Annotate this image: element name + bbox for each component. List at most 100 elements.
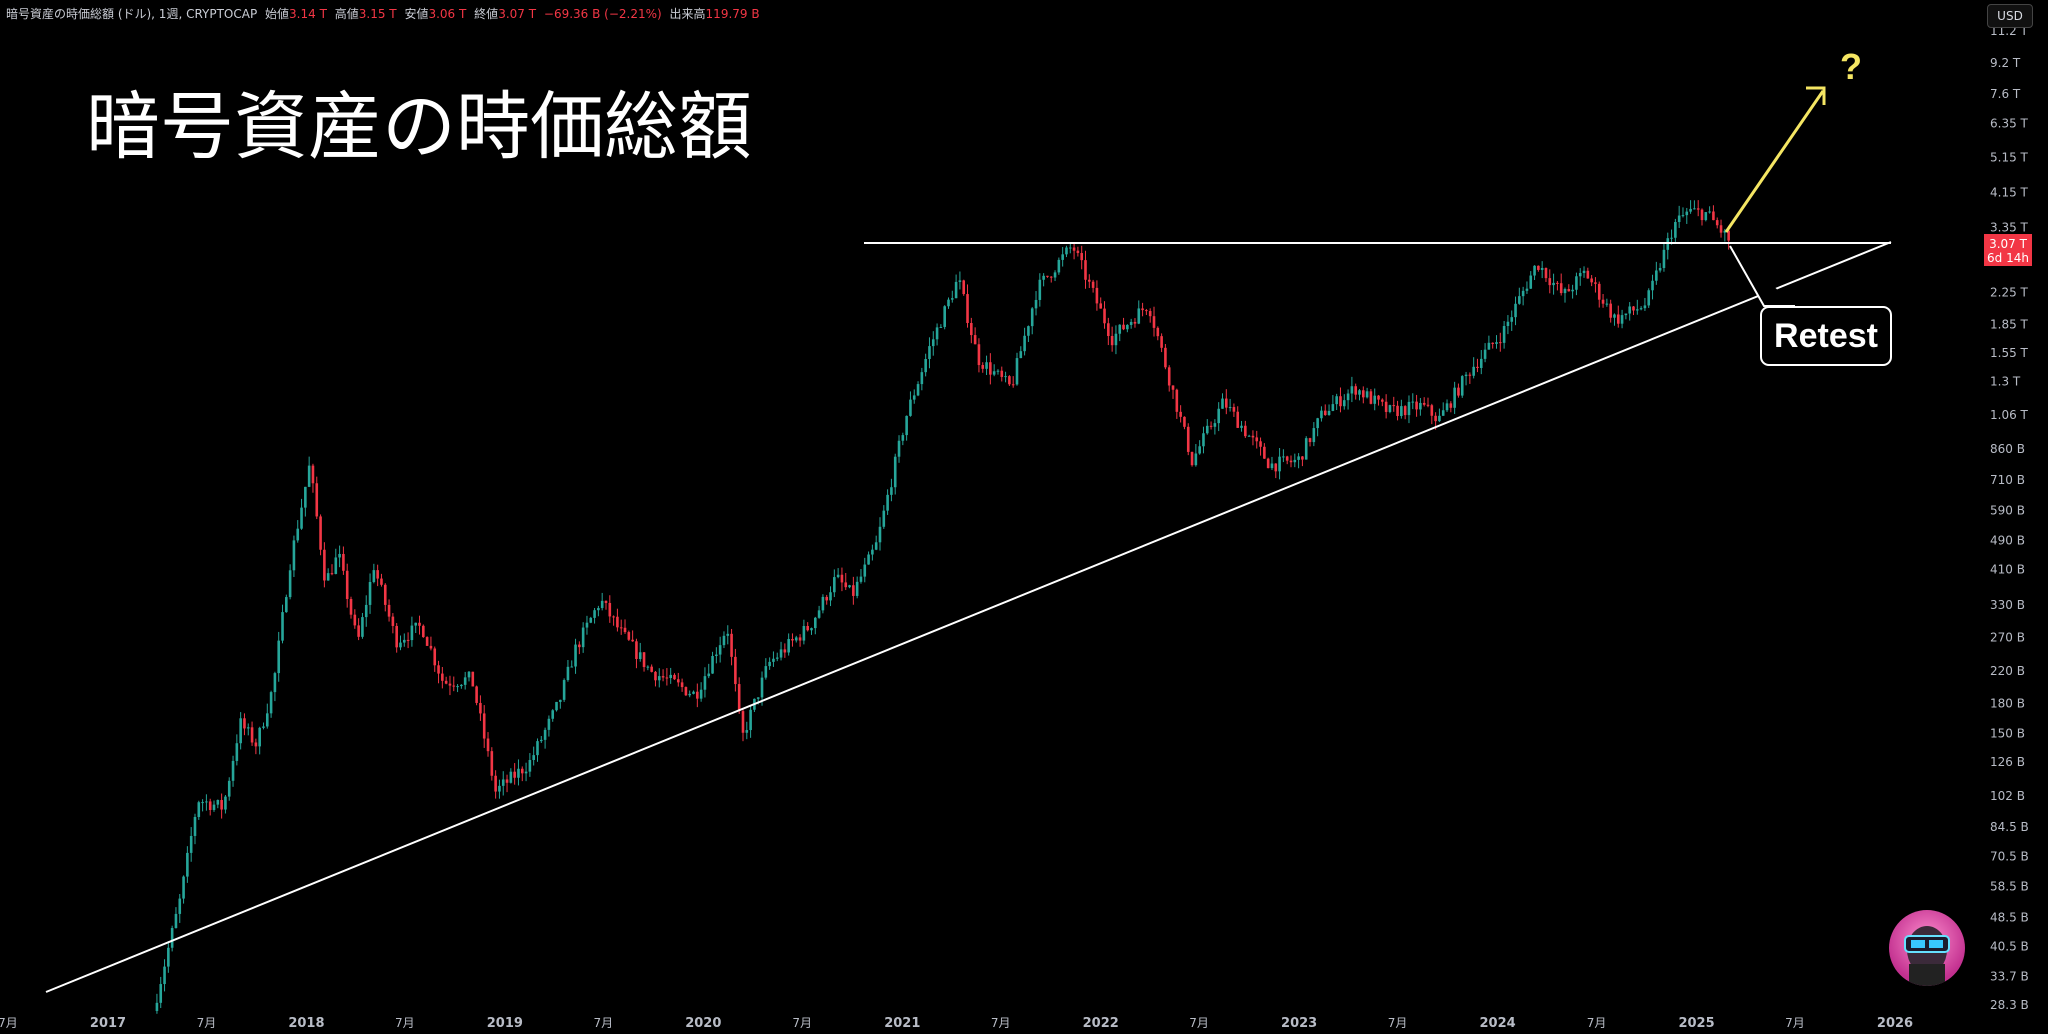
candle-body — [604, 600, 608, 603]
y-tick-label: 330 B — [1990, 598, 2025, 612]
candle-body — [631, 639, 634, 642]
candle-body — [1464, 374, 1468, 377]
symbol-name[interactable]: 暗号資産の時価総額 (ドル), 1週, CRYPTOCAP — [6, 7, 258, 21]
volume-value: 119.79 B — [705, 7, 760, 21]
high-label: 高値 — [334, 7, 359, 21]
candle-body — [1525, 288, 1529, 291]
candle-body — [1567, 289, 1571, 292]
last-price-tag — [1984, 234, 2032, 266]
candle-body — [501, 779, 505, 786]
candle-body — [562, 680, 566, 700]
x-tick-label: 2023 — [1281, 1016, 1317, 1031]
candle-body — [638, 652, 642, 659]
candle-body — [654, 671, 657, 681]
candle-body — [1179, 411, 1182, 417]
candle-body — [1449, 403, 1453, 408]
candle-body — [456, 686, 459, 688]
candle-body — [844, 582, 848, 588]
candle-body — [1011, 384, 1015, 386]
candle-body — [1384, 401, 1388, 412]
x-tick-label: 2021 — [884, 1016, 920, 1031]
candle-body — [528, 760, 532, 772]
x-tick-label: 7月 — [1189, 1016, 1209, 1030]
candle-body — [627, 632, 631, 640]
candle-body — [509, 771, 513, 783]
yellow-arrow-line[interactable] — [1724, 90, 1825, 233]
candle-body — [1152, 316, 1156, 328]
candle-body — [619, 627, 623, 629]
candle-body — [498, 785, 501, 792]
candle-body — [494, 775, 497, 792]
candle-body — [513, 771, 516, 778]
candle-body — [581, 627, 585, 648]
candle-body — [874, 542, 878, 550]
x-tick-label: 7月 — [395, 1016, 415, 1030]
x-tick-label: 2025 — [1678, 1016, 1714, 1031]
candle-body — [182, 876, 185, 899]
candle-body — [1479, 358, 1483, 368]
candle-body — [387, 604, 391, 617]
candle-body — [1297, 456, 1300, 460]
candle-body — [1590, 278, 1593, 283]
candle-body — [1540, 267, 1544, 270]
candle-body — [1015, 358, 1019, 385]
candle-body — [1198, 446, 1201, 454]
candle-body — [193, 817, 197, 836]
candle-body — [186, 852, 189, 877]
candle-body — [859, 576, 863, 582]
candle-body — [383, 584, 387, 605]
x-tick-label: 7月 — [792, 1016, 812, 1030]
candle-body — [1685, 211, 1689, 216]
y-tick-label: 1.3 T — [1990, 375, 2021, 389]
candle-body — [787, 638, 790, 653]
candle-body — [258, 727, 261, 747]
y-tick-label: 220 B — [1990, 664, 2025, 678]
candle-body — [806, 626, 809, 631]
candle-body — [235, 743, 239, 761]
candle-body — [1434, 415, 1437, 422]
candle-body — [650, 666, 653, 672]
candle-body — [425, 637, 429, 646]
candle-body — [1624, 313, 1628, 316]
retest-callout-tail — [1729, 245, 1795, 307]
last-price-value: 3.07 T — [1989, 237, 2028, 251]
candle-body — [1719, 225, 1723, 233]
candle-body — [429, 645, 433, 649]
candle-body — [1616, 314, 1620, 324]
candle-body — [1613, 314, 1616, 318]
candle-body — [578, 644, 581, 648]
open-value: 3.14 T — [289, 7, 327, 21]
x-tick-label: 2017 — [90, 1016, 126, 1031]
candle-body — [878, 526, 882, 543]
candle-body — [285, 597, 288, 613]
candle-body — [414, 622, 418, 626]
candle-body — [829, 592, 832, 601]
candle-body — [943, 306, 946, 327]
candle-body — [886, 494, 889, 511]
candle-body — [1647, 290, 1651, 306]
candle-body — [1205, 425, 1209, 434]
candle-body — [1259, 441, 1262, 447]
candle-body — [406, 639, 410, 641]
candle-body — [669, 674, 672, 678]
candle-body — [475, 686, 478, 703]
ascending-support-line[interactable] — [45, 241, 1892, 993]
candle-body — [227, 780, 231, 797]
candle-body — [1278, 456, 1281, 472]
candle-body — [1316, 418, 1319, 429]
candle-body — [1171, 385, 1175, 390]
candle-body — [848, 585, 851, 588]
candle-body — [1221, 398, 1224, 409]
candle-body — [817, 610, 821, 618]
candle-body — [593, 610, 596, 618]
candle-body — [1594, 282, 1597, 284]
candle-body — [1491, 342, 1494, 344]
candle-body — [992, 371, 996, 375]
candle-body — [1704, 212, 1708, 221]
currency-button[interactable]: USD — [1987, 4, 2033, 28]
y-tick-label: 70.5 B — [1990, 849, 2029, 863]
candle-body — [1438, 415, 1441, 422]
y-tick-label: 590 B — [1990, 503, 2025, 517]
candle-body — [1537, 265, 1540, 270]
